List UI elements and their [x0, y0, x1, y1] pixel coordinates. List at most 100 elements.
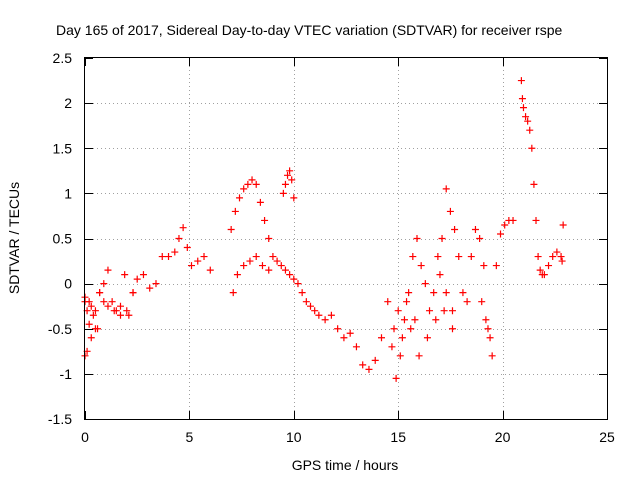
data-point	[269, 253, 277, 261]
data-point	[183, 244, 191, 252]
data-point	[206, 266, 214, 274]
data-point	[116, 311, 124, 319]
data-point	[536, 266, 544, 274]
data-point	[471, 225, 479, 233]
x-tick-label: 25	[599, 429, 615, 445]
data-point	[484, 325, 492, 333]
data-point	[87, 334, 95, 342]
data-point	[286, 167, 294, 175]
data-point	[290, 194, 298, 202]
data-point	[87, 302, 95, 310]
data-point	[100, 298, 108, 306]
data-point	[405, 289, 413, 297]
data-point	[298, 289, 306, 297]
data-point	[307, 302, 315, 310]
data-point	[139, 271, 147, 279]
data-point	[125, 311, 133, 319]
data-point	[482, 316, 490, 324]
data-point	[442, 289, 450, 297]
data-point	[400, 316, 408, 324]
data-point	[467, 253, 475, 261]
data-point	[352, 343, 360, 351]
data-point	[446, 207, 454, 215]
data-point	[244, 180, 252, 188]
data-point	[365, 365, 373, 373]
data-point	[438, 235, 446, 242]
data-point	[488, 352, 496, 360]
data-point	[463, 298, 471, 306]
data-point	[392, 374, 400, 382]
data-point	[434, 253, 442, 261]
data-point	[246, 257, 254, 265]
y-tick-label: -1.5	[48, 411, 72, 427]
axis-ticks	[85, 58, 608, 420]
data-point	[165, 253, 173, 261]
data-point	[398, 334, 406, 342]
data-point	[261, 216, 269, 224]
data-point	[284, 171, 292, 179]
data-point	[517, 77, 525, 85]
data-point	[116, 302, 124, 310]
data-point	[85, 320, 93, 328]
y-tick-label: 1.5	[53, 140, 73, 156]
data-point	[258, 262, 266, 270]
data-point	[240, 185, 248, 193]
data-point	[423, 334, 431, 342]
data-point	[321, 316, 329, 324]
x-tick-label: 5	[186, 429, 194, 445]
data-point	[89, 311, 97, 319]
data-point	[396, 352, 404, 360]
data-point	[549, 253, 557, 261]
data-point	[91, 307, 99, 315]
data-point	[158, 253, 166, 261]
data-point	[152, 280, 160, 288]
data-point	[175, 235, 183, 242]
data-point	[121, 271, 129, 279]
data-point	[171, 248, 179, 256]
y-tick-label: 0.5	[53, 231, 73, 247]
data-point	[340, 334, 348, 342]
data-point	[417, 262, 425, 270]
data-point	[411, 316, 419, 324]
data-point	[426, 307, 434, 315]
data-point	[545, 262, 553, 270]
data-point	[480, 262, 488, 270]
data-point	[288, 176, 296, 184]
data-point	[236, 194, 244, 202]
y-tick-label: 2	[64, 95, 72, 111]
data-point	[290, 275, 298, 283]
data-point	[302, 298, 310, 306]
data-point	[407, 325, 415, 333]
data-point	[94, 325, 102, 333]
data-point	[476, 235, 484, 242]
grid-lines	[85, 58, 607, 419]
data-point	[179, 224, 187, 232]
data-point	[327, 311, 335, 319]
data-point	[108, 298, 116, 306]
data-point	[492, 262, 500, 270]
data-point	[557, 253, 565, 261]
data-point	[104, 266, 112, 274]
data-point	[524, 117, 532, 125]
data-point	[96, 289, 104, 297]
y-tick-label: -1	[60, 366, 73, 382]
x-tick-label: 20	[495, 429, 511, 445]
data-point	[459, 289, 467, 297]
data-point	[388, 343, 396, 351]
data-point	[346, 329, 354, 337]
data-point	[440, 307, 448, 315]
data-point	[497, 230, 505, 238]
y-tick-label: -0.5	[48, 321, 72, 337]
data-point	[315, 311, 323, 319]
data-point	[229, 289, 237, 297]
data-point	[377, 334, 385, 342]
data-point	[442, 185, 450, 193]
data-point	[187, 262, 195, 270]
data-point	[384, 298, 392, 306]
y-tick-labels: -1.5 -1 -0.5 0 0.5 1 1.5 2 2.5	[48, 50, 72, 427]
data-point	[403, 298, 411, 306]
data-point	[256, 198, 264, 206]
data-point	[559, 221, 567, 229]
data-point	[415, 352, 423, 360]
data-point	[231, 207, 239, 215]
